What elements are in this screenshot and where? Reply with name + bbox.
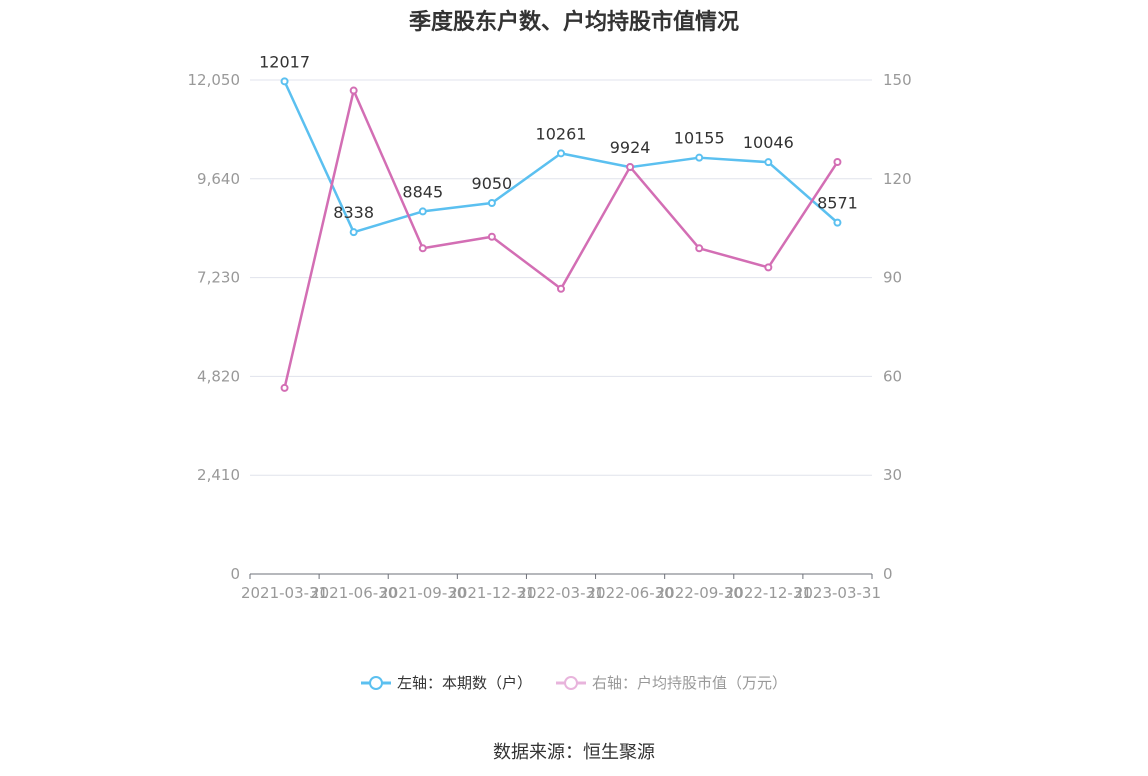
- data-label: 8338: [333, 203, 374, 222]
- legend-item-left-axis[interactable]: 左轴：本期数（户）: [360, 672, 532, 693]
- axes: 0 2,410 4,820 7,230 9,640 12,050 0 30 60 90 120 150…: [188, 71, 912, 602]
- left-axis-tick-label: 2,410: [197, 466, 240, 484]
- data-labels: 12017 8338 8845 9050 10261 9924 10155 10046 8571: [259, 52, 858, 222]
- x-axis-tick-label: 2021-03-31: [241, 584, 328, 602]
- x-axis-tick-label: 2022-06-30: [587, 584, 674, 602]
- data-source: 数据来源：恒生聚源: [493, 742, 655, 763]
- legend-label-left-axis: 左轴：本期数（户）: [396, 674, 532, 692]
- data-label: 10155: [674, 129, 725, 148]
- data-point: [833, 218, 842, 227]
- data-point: [764, 158, 773, 167]
- data-point: [833, 158, 842, 167]
- right-axis-tick-label: 150: [883, 71, 912, 89]
- data-label: 10046: [743, 133, 794, 152]
- x-axis-tick-label: 2021-06-30: [310, 584, 397, 602]
- chart-title: 季度股东户数、户均持股市值情况: [408, 10, 739, 35]
- data-point: [557, 149, 565, 158]
- data-point: [695, 153, 704, 162]
- data-label: 9924: [610, 138, 651, 157]
- right-axis-tick-label: 90: [883, 269, 902, 287]
- right-axis-tick-label: 60: [883, 367, 902, 385]
- grid-lines: [250, 79, 872, 476]
- x-axis-tick-label: 2021-09-30: [379, 584, 466, 602]
- data-point: [349, 86, 358, 95]
- x-axis-tick-label: 2021-12-31: [448, 584, 535, 602]
- data-point: [487, 232, 496, 241]
- data-point: [280, 383, 289, 392]
- x-axis-tick-label: 2022-03-31: [517, 584, 604, 602]
- x-axis-tick-label: 2022-12-31: [725, 584, 812, 602]
- data-label: 12017: [259, 52, 310, 71]
- data-point: [418, 244, 427, 253]
- left-axis-tick-label: 7,230: [197, 269, 240, 287]
- right-axis-tick-label: 0: [883, 565, 893, 583]
- data-label: 9050: [472, 174, 513, 193]
- left-axis-tick-label: 0: [230, 565, 240, 583]
- series-lines: [280, 77, 842, 392]
- data-point: [487, 198, 496, 207]
- left-axis-tick-label: 12,050: [188, 71, 241, 89]
- x-axis-tick-label: 2023-03-31: [794, 584, 881, 602]
- legend-swatch-blue: [360, 675, 391, 690]
- x-axis-tick-label: 2022-09-30: [656, 584, 743, 602]
- legend-swatch-pink: [556, 675, 586, 690]
- legend: 左轴：本期数（户） 右轴：户均持股市值（万元）: [0, 672, 1148, 693]
- data-label: 8571: [817, 194, 858, 213]
- left-axis-tick-label: 9,640: [197, 170, 240, 188]
- data-label: 8845: [402, 182, 443, 201]
- data-point: [418, 207, 427, 216]
- right-axis-tick-label: 30: [883, 466, 902, 484]
- data-point: [764, 263, 773, 272]
- data-point: [280, 77, 289, 86]
- data-point: [626, 162, 635, 171]
- data-label: 10261: [536, 124, 587, 143]
- left-axis-tick-label: 4,820: [197, 367, 240, 385]
- data-point: [557, 284, 565, 293]
- data-point: [349, 228, 358, 237]
- data-point: [695, 244, 704, 253]
- legend-label-right-axis: 右轴：户均持股市值（万元）: [592, 674, 788, 692]
- legend-item-right-axis[interactable]: 右轴：户均持股市值（万元）: [556, 672, 787, 693]
- right-axis-tick-label: 120: [883, 170, 912, 188]
